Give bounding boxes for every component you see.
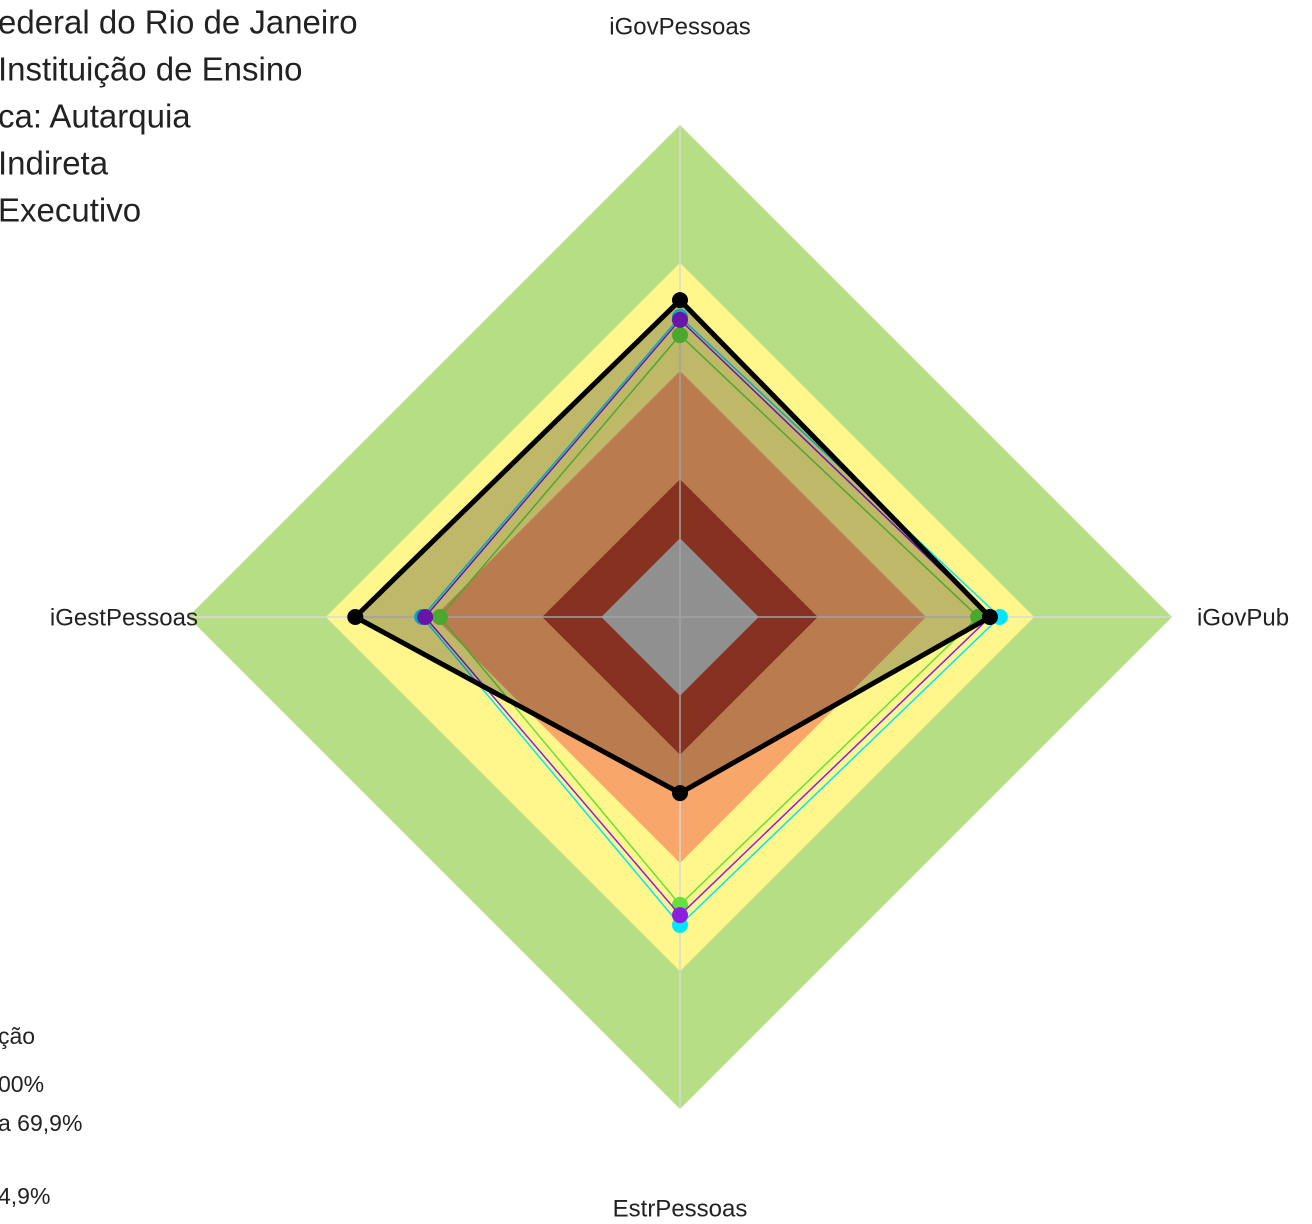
header-line: Executivo [0,192,141,229]
header-line: Instituição de Ensino [0,51,303,88]
series-point [347,609,364,625]
series-area [355,300,990,794]
axis-label: iGovPub [1197,604,1289,631]
series-point [672,907,688,924]
axis-label: iGestPessoas [50,604,198,631]
series-point [431,609,448,625]
series-point [672,292,688,309]
legend-line: 4,9% [0,1183,50,1209]
header-line: Indireta [0,145,109,182]
series-point [672,327,688,344]
legend-line: a 69,9% [0,1110,82,1136]
series-point [672,785,688,802]
header-line: ca: Autarquia [0,98,191,135]
header-line: ederal do Rio de Janeiro [0,4,358,41]
series-point [417,609,434,625]
series-point [981,609,998,625]
legend-line: ção [0,1023,35,1049]
legend-line: 00% [0,1071,44,1097]
series-point [672,311,688,328]
axis-label: EstrPessoas [613,1195,748,1222]
axis-label: iGovPessoas [609,13,750,40]
